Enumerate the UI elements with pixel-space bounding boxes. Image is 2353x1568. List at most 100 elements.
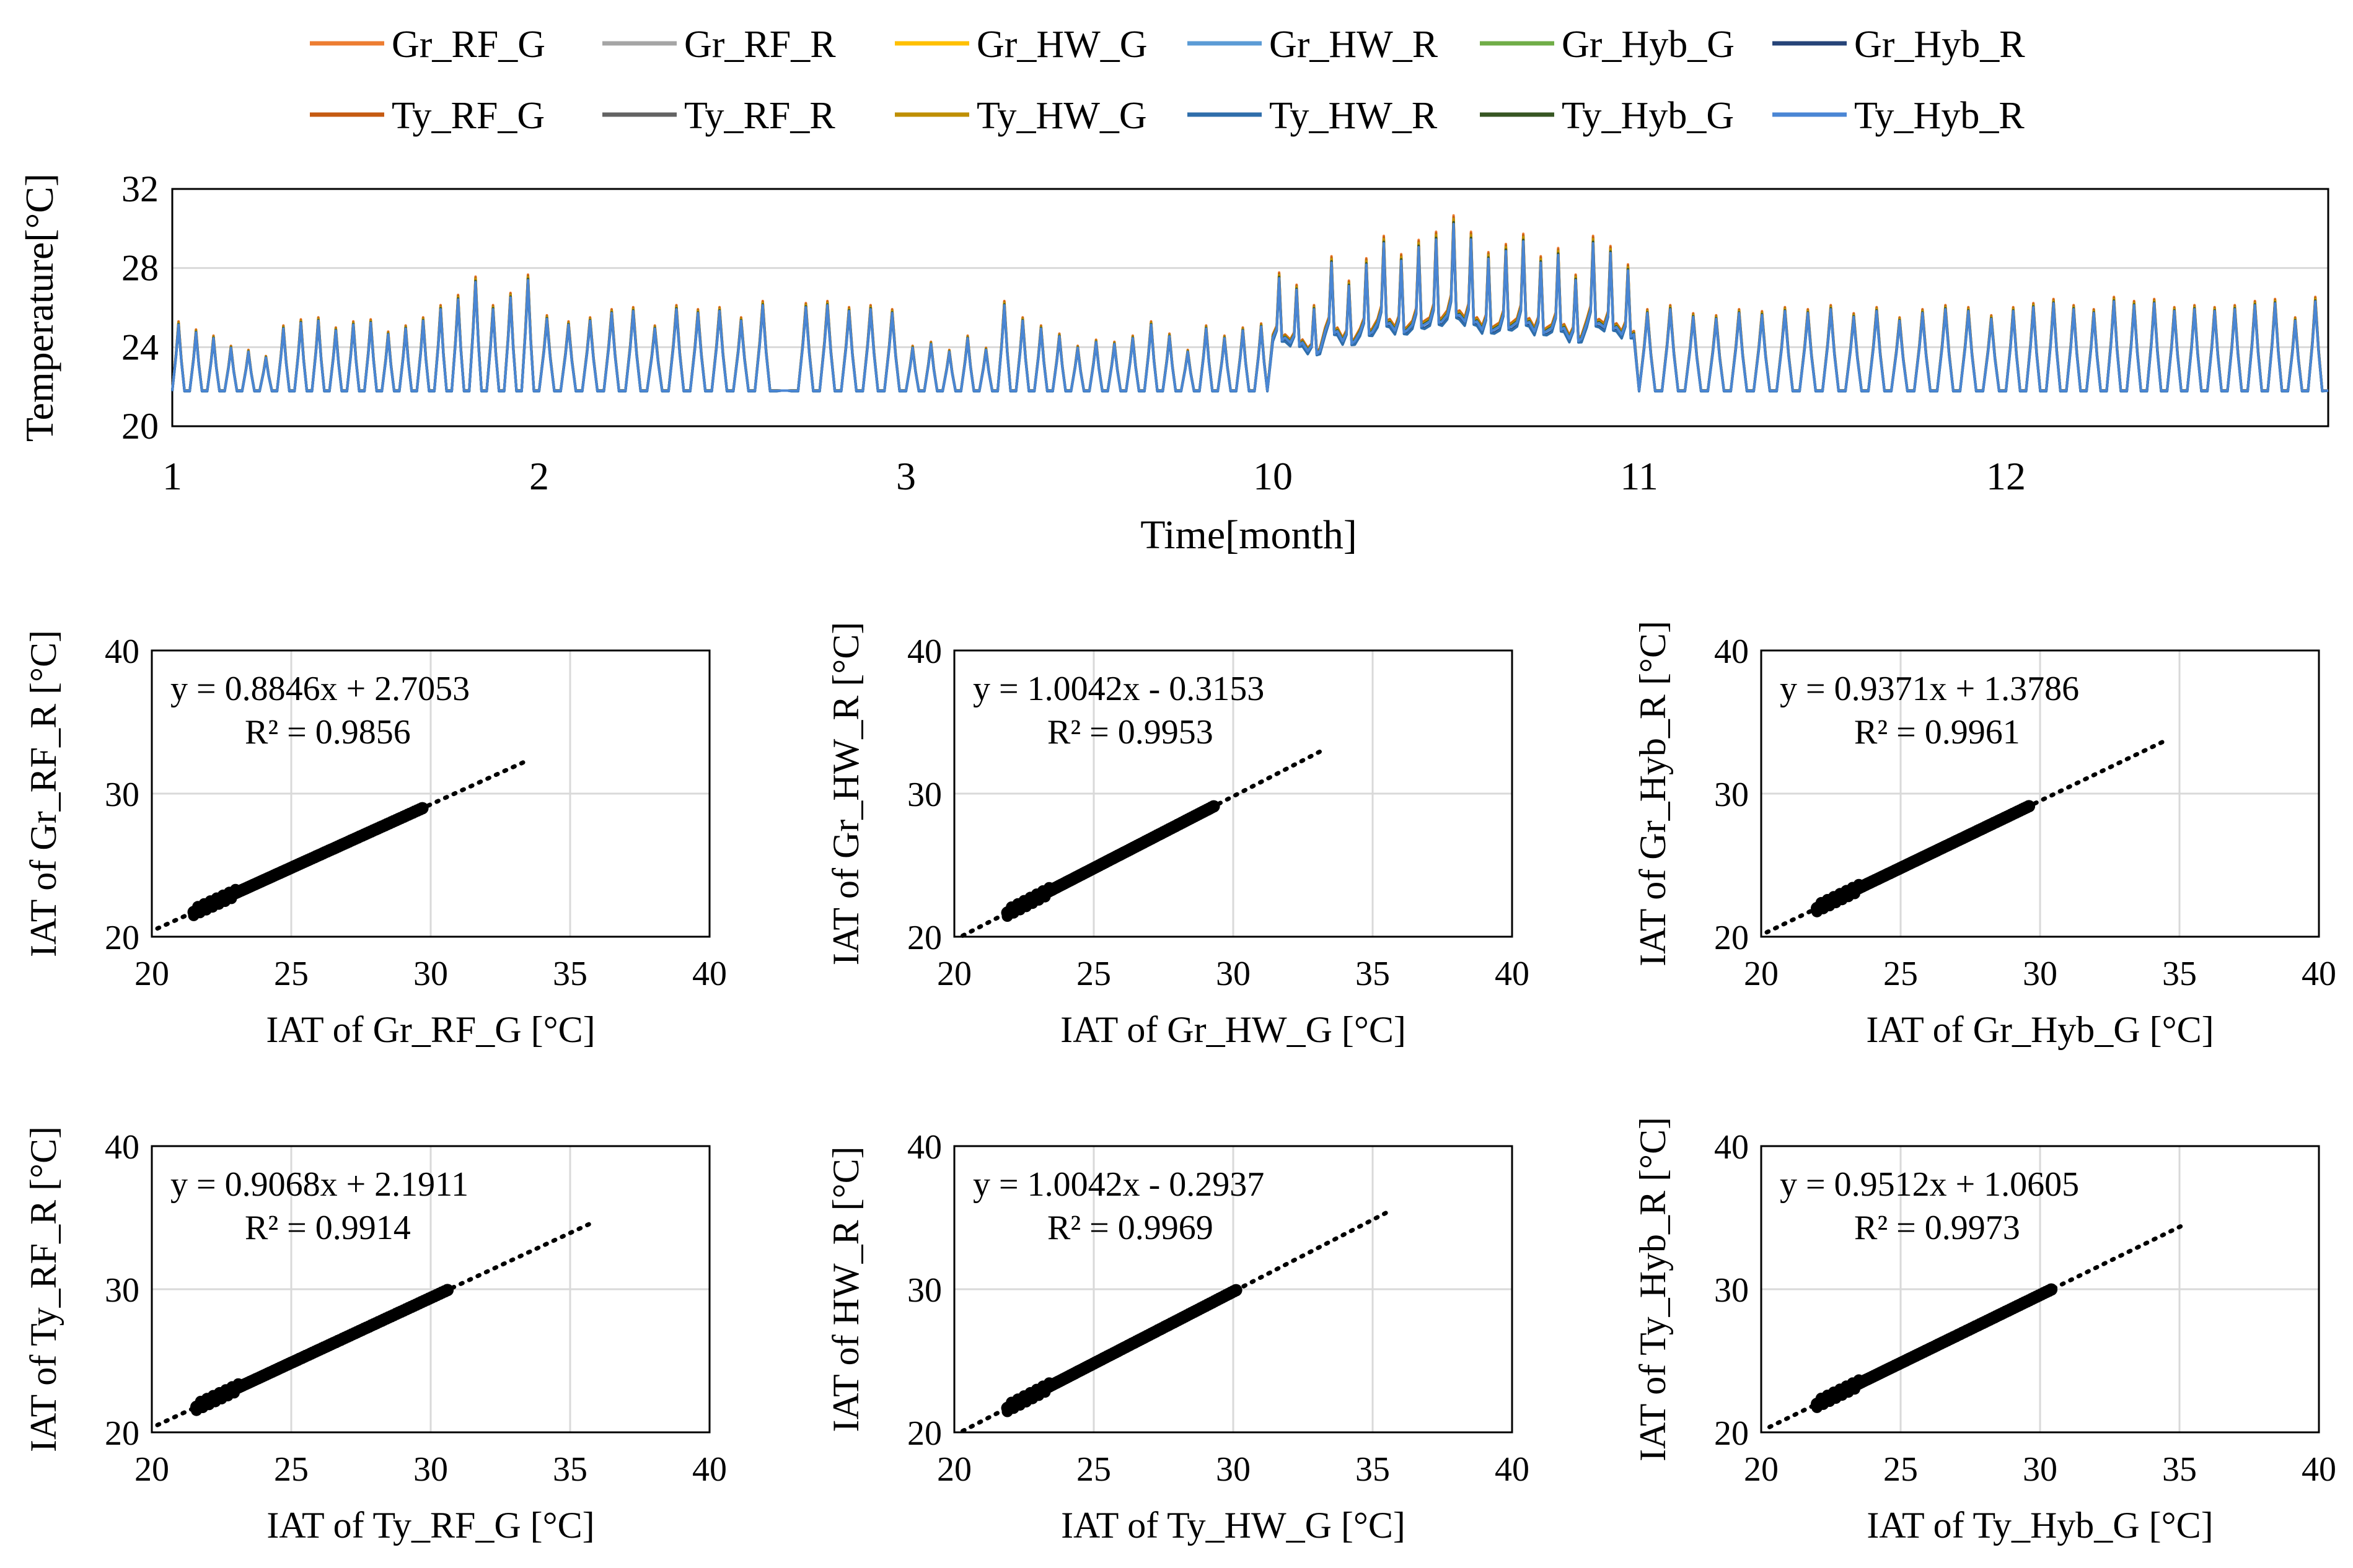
x-tick-label: 25 bbox=[1076, 955, 1111, 993]
x-tick-label: 35 bbox=[2162, 955, 2197, 993]
trendline-equation: y = 1.0042x - 0.2937 bbox=[973, 1165, 1264, 1204]
y-tick-label: 20 bbox=[105, 1414, 139, 1453]
x-tick-label: 40 bbox=[1495, 1450, 1529, 1489]
x-tick-label: 11 bbox=[1620, 454, 1658, 498]
legend-label-Ty_Hyb_G: Ty_Hyb_G bbox=[1562, 95, 1734, 137]
x-tick-label: 2 bbox=[529, 454, 549, 498]
x-tick-label: 25 bbox=[1076, 1450, 1111, 1489]
legend-label-Gr_RF_G: Gr_RF_G bbox=[392, 24, 545, 66]
x-tick-label: 3 bbox=[896, 454, 916, 498]
legend-label-Ty_HW_R: Ty_HW_R bbox=[1269, 95, 1438, 137]
y-tick-label: 20 bbox=[907, 919, 942, 957]
x-tick-label: 20 bbox=[937, 955, 972, 993]
x-tick-label: 20 bbox=[134, 1450, 169, 1489]
scatter-points-low-cluster bbox=[1811, 878, 1865, 918]
trendline-equation: y = 0.9512x + 1.0605 bbox=[1780, 1165, 2079, 1204]
scatter-panel-3: 20 25 30 35 40 20 30 40 IAT of Gr_Hyb_G [°C] IAT … bbox=[1632, 621, 2336, 1050]
y-axis-title: Temperature[°C] bbox=[17, 173, 61, 442]
plot-frame bbox=[151, 649, 711, 938]
y-tick-label: 30 bbox=[105, 776, 139, 814]
y-tick-label: 30 bbox=[1714, 1271, 1749, 1310]
y-tick-label: 20 bbox=[1714, 919, 1749, 957]
x-tick-label: 20 bbox=[937, 1450, 972, 1489]
x-tick-label: 25 bbox=[1883, 955, 1918, 993]
trendline-equation: y = 0.9371x + 1.3786 bbox=[1780, 670, 2079, 708]
scatter-points-low-cluster bbox=[1811, 1374, 1865, 1413]
plot-frame bbox=[151, 1145, 711, 1434]
x-axis-title: IAT of Ty_HW_G [°C] bbox=[1061, 1505, 1405, 1546]
x-axis-title: IAT of Gr_HW_G [°C] bbox=[1060, 1009, 1406, 1050]
y-tick-label: 40 bbox=[105, 633, 139, 671]
x-axis-title: IAT of Gr_Hyb_G [°C] bbox=[1866, 1009, 2214, 1050]
legend-label-Gr_Hyb_G: Gr_Hyb_G bbox=[1562, 24, 1735, 66]
series-line-Ty_Hyb_R bbox=[171, 222, 2328, 392]
legend-label-Gr_RF_R: Gr_RF_R bbox=[684, 24, 836, 66]
x-tick-label: 40 bbox=[1495, 955, 1529, 993]
y-axis-title: IAT of Ty_RF_R [°C] bbox=[23, 1126, 64, 1452]
plot-frame bbox=[1760, 1145, 2320, 1434]
x-tick-label: 40 bbox=[2302, 1450, 2336, 1489]
scatter-points-low-cluster bbox=[188, 883, 242, 921]
r-squared: R² = 0.9961 bbox=[1854, 713, 2020, 751]
x-tick-label: 30 bbox=[2023, 955, 2057, 993]
y-tick-label: 24 bbox=[121, 326, 159, 367]
trendline-equation: y = 1.0042x - 0.3153 bbox=[973, 670, 1264, 708]
x-tick-label: 20 bbox=[1744, 1450, 1779, 1489]
y-axis-title: IAT of Ty_Hyb_R [°C] bbox=[1632, 1117, 1673, 1461]
y-axis-title: IAT of Gr_HW_R [°C] bbox=[825, 622, 866, 965]
scatter-points-low-cluster bbox=[1001, 1377, 1055, 1417]
legend-label-Gr_Hyb_R: Gr_Hyb_R bbox=[1854, 24, 2025, 66]
x-tick-label: 35 bbox=[2162, 1450, 2197, 1489]
y-tick-label: 40 bbox=[1714, 633, 1749, 671]
x-tick-label: 35 bbox=[1355, 955, 1390, 993]
x-tick-label: 10 bbox=[1253, 454, 1293, 498]
plot-frame bbox=[953, 649, 1513, 938]
r-squared: R² = 0.9914 bbox=[245, 1209, 411, 1247]
x-tick-label: 12 bbox=[1986, 454, 2026, 498]
legend-label-Ty_Hyb_R: Ty_Hyb_R bbox=[1854, 95, 2025, 137]
x-axis-title: Time[month] bbox=[1140, 512, 1357, 558]
scatter-panel-2: 20 25 30 35 40 20 30 40 IAT of Gr_HW_G [°C] IAT o… bbox=[825, 622, 1529, 1050]
x-tick-label: 40 bbox=[692, 955, 727, 993]
x-tick-label: 25 bbox=[274, 1450, 309, 1489]
legend-label-Gr_HW_R: Gr_HW_R bbox=[1269, 24, 1438, 66]
x-tick-label: 35 bbox=[1355, 1450, 1390, 1489]
legend-label-Gr_HW_G: Gr_HW_G bbox=[977, 24, 1148, 66]
x-tick-label: 20 bbox=[134, 955, 169, 993]
x-tick-label: 25 bbox=[1883, 1450, 1918, 1489]
scatter-panel-6: 20 25 30 35 40 20 30 40 IAT of Ty_Hyb_G [°C] IAT … bbox=[1632, 1117, 2336, 1546]
x-tick-label: 30 bbox=[413, 955, 448, 993]
legend-label-Ty_HW_G: Ty_HW_G bbox=[977, 95, 1147, 137]
x-tick-label: 25 bbox=[274, 955, 309, 993]
plot-frame bbox=[171, 188, 2329, 427]
trendline-equation: y = 0.9068x + 2.1911 bbox=[170, 1165, 468, 1204]
y-tick-label: 40 bbox=[105, 1128, 139, 1167]
scatter-panel-1: 20 25 30 35 40 20 30 40 IAT of Gr_RF_G [°C] IAT o… bbox=[23, 630, 727, 1050]
y-tick-label: 30 bbox=[105, 1271, 139, 1310]
x-axis-title: IAT of Ty_Hyb_G [°C] bbox=[1867, 1505, 2213, 1546]
y-tick-label: 30 bbox=[907, 1271, 942, 1310]
y-tick-label: 40 bbox=[907, 1128, 942, 1167]
x-tick-label: 35 bbox=[553, 955, 587, 993]
x-tick-label: 30 bbox=[1216, 955, 1251, 993]
y-tick-label: 30 bbox=[1714, 776, 1749, 814]
plot-frame bbox=[953, 1145, 1513, 1434]
y-tick-label: 30 bbox=[907, 776, 942, 814]
r-squared: R² = 0.9856 bbox=[245, 713, 411, 751]
r-squared: R² = 0.9969 bbox=[1047, 1209, 1213, 1247]
trendline-equation: y = 0.8846x + 2.7053 bbox=[170, 670, 470, 708]
y-tick-label: 20 bbox=[1714, 1414, 1749, 1453]
x-tick-label: 30 bbox=[413, 1450, 448, 1489]
scatter-points-low-cluster bbox=[191, 1378, 244, 1416]
legend-label-Ty_RF_R: Ty_RF_R bbox=[684, 95, 835, 137]
x-tick-label: 30 bbox=[1216, 1450, 1251, 1489]
scatter-plots: 20 25 30 35 40 20 30 40 IAT of Gr_RF_G [°C] IAT o… bbox=[23, 621, 2336, 1546]
y-tick-label: 20 bbox=[907, 1414, 942, 1453]
y-axis-title: IAT of HW_R [°C] bbox=[825, 1146, 866, 1432]
plot-frame bbox=[1760, 649, 2320, 938]
x-tick-label: 40 bbox=[692, 1450, 727, 1489]
x-axis-title: IAT of Ty_RF_G [°C] bbox=[266, 1505, 594, 1546]
